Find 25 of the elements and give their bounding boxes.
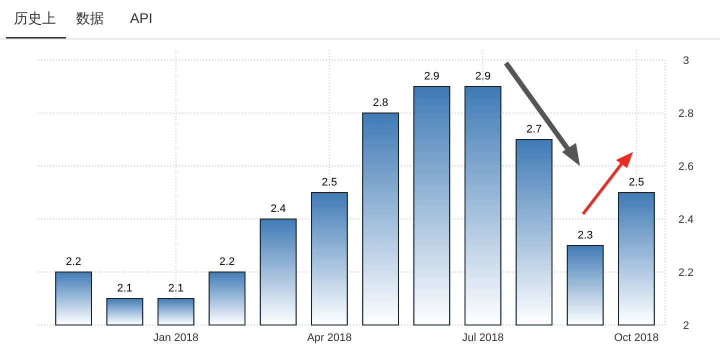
y-tick-label: 3 [682,54,690,67]
data-label: 2.8 [372,97,388,109]
y-tick-label: 2.2 [678,266,694,279]
data-label: 2.1 [117,282,132,294]
text: 历史上 [14,10,56,26]
data-label: 2.1 [168,282,184,294]
data-label: 2.5 [628,176,644,188]
data-label: 2.2 [219,256,235,268]
data-label: 2.9 [475,70,491,82]
text: API [130,10,153,26]
data-label: 2.4 [270,203,286,215]
x-tick-label: Apr 2018 [307,332,352,344]
x-tick-label: Jul 2018 [462,332,504,344]
data-label: 2.2 [66,256,82,268]
y-tick-label: 2.8 [678,108,694,120]
x-tick-label: Jan 2018 [153,332,199,344]
data-label: 2.5 [322,176,338,188]
data-label: 2.9 [424,70,440,82]
y-tick-label: 2 [682,320,690,332]
data-label: 2.3 [578,230,593,242]
x-tick-label: Oct 2018 [614,332,659,344]
data-label: 2.7 [526,124,542,136]
text: 数据 [76,10,104,26]
y-tick-label: 2.4 [678,214,694,226]
y-tick-label: 2.6 [678,160,694,173]
